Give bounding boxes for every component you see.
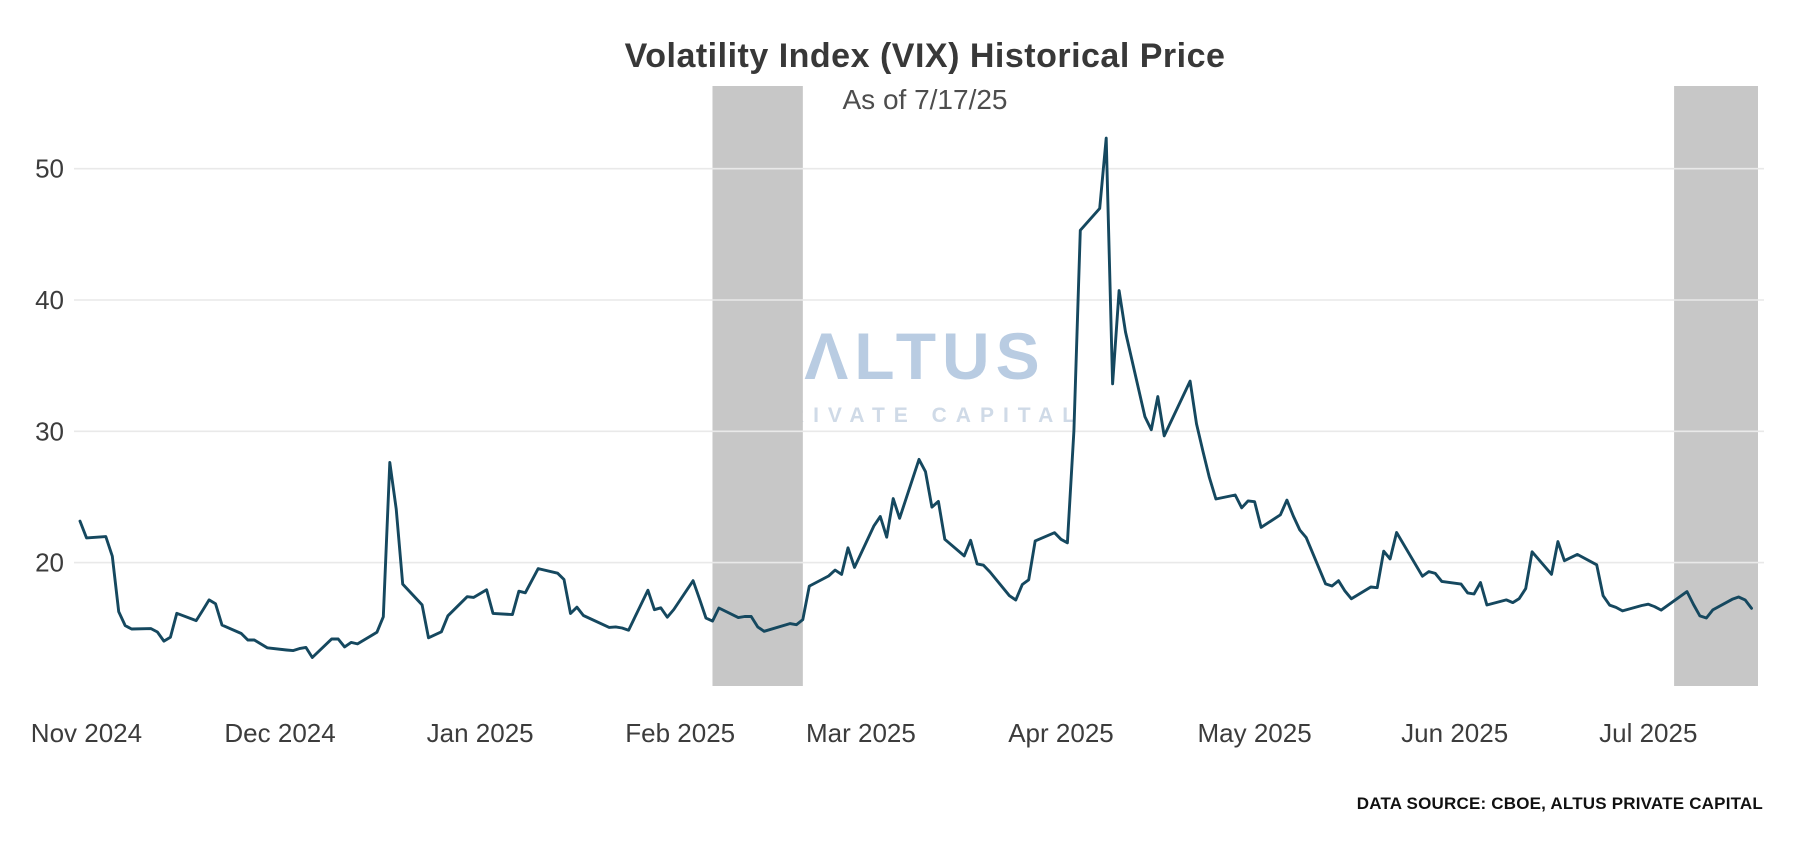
x-axis-tick-label: May 2025 [1198, 718, 1312, 748]
y-axis-tick-label: 30 [35, 416, 64, 446]
x-axis-tick-label: Jan 2025 [427, 718, 534, 748]
x-axis-tick-label: Nov 2024 [31, 718, 142, 748]
x-axis-tick-label: Apr 2025 [1008, 718, 1114, 748]
x-axis-tick-label: Feb 2025 [625, 718, 735, 748]
vix-price-line [78, 136, 1753, 659]
chart-title: Volatility Index (VIX) Historical Price [624, 36, 1226, 75]
highlight-band [1674, 86, 1758, 686]
data-source-note: DATA SOURCE: CBOE, ALTUS PRIVATE CAPITAL [1356, 794, 1763, 813]
y-axis-tick-label: 40 [35, 285, 64, 315]
chart-subtitle: As of 7/17/25 [842, 84, 1008, 115]
highlight-band [712, 86, 803, 686]
x-axis-tick-label: Mar 2025 [806, 718, 916, 748]
y-axis-tick-label: 20 [35, 548, 64, 578]
x-axis-tick-label: Jun 2025 [1401, 718, 1508, 748]
x-axis-tick-label: Dec 2024 [224, 718, 335, 748]
y-axis-tick-label: 50 [35, 154, 64, 184]
x-axis-tick-label: Jul 2025 [1599, 718, 1697, 748]
